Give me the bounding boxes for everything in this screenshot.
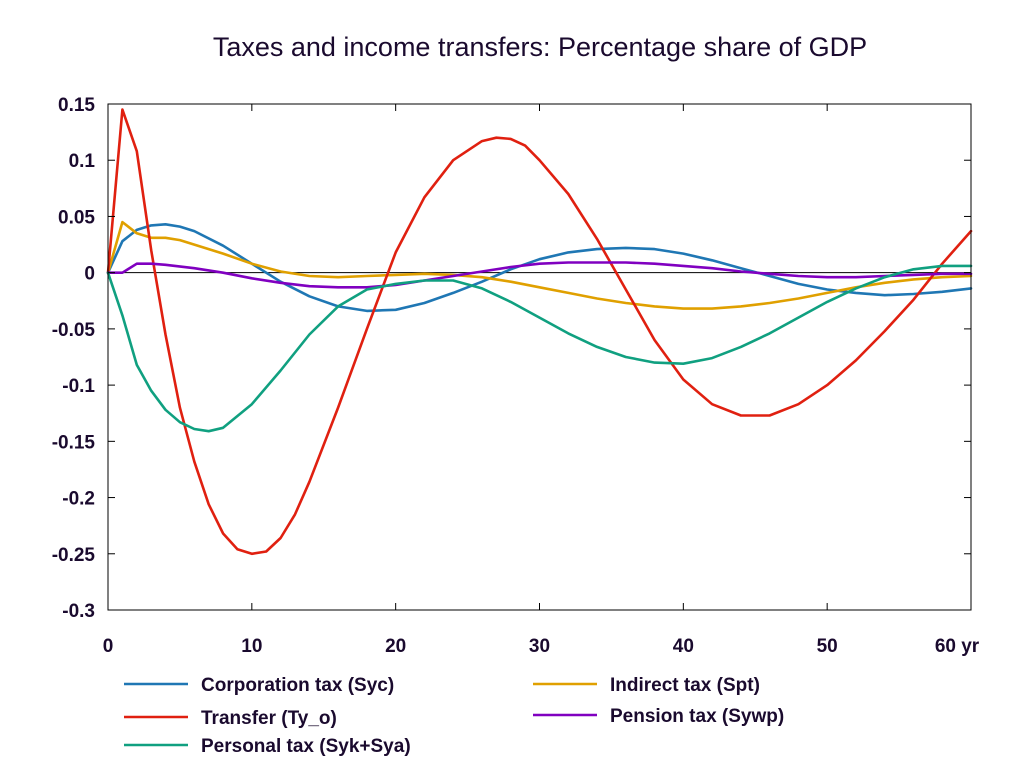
series-lines	[106, 108, 973, 556]
series-line-0	[106, 223, 973, 313]
x-axis: 0 10 20 30 40 50 60 yr	[103, 104, 980, 657]
x-tick-label: 0	[103, 636, 114, 657]
x-tick-label: 10	[241, 636, 262, 657]
x-tick-label: 30	[529, 636, 550, 657]
legend-item: Corporation tax (Syc)	[124, 675, 394, 696]
legend-item: Indirect tax (Spt)	[533, 675, 760, 696]
legend-label: Indirect tax (Spt)	[610, 675, 760, 696]
legend: Corporation tax (Syc) Indirect tax (Spt) T…	[124, 675, 784, 757]
legend-item: Pension tax (Sywp)	[533, 706, 784, 727]
y-tick-label: -0.05	[52, 320, 96, 341]
y-tick-label: 0	[84, 264, 95, 285]
y-tick-label: 0.15	[58, 95, 95, 116]
y-tick-label: -0.3	[62, 601, 95, 622]
plot-background	[108, 104, 971, 610]
legend-item: Transfer (Ty_o)	[124, 708, 337, 729]
y-tick-label: 0.1	[69, 151, 96, 172]
series-line-4	[106, 264, 973, 433]
legend-label: Corporation tax (Syc)	[201, 675, 394, 696]
legend-label: Personal tax (Syk+Sya)	[201, 736, 411, 757]
series-line-1	[106, 220, 973, 310]
series-line-3	[106, 261, 973, 289]
legend-label: Transfer (Ty_o)	[201, 708, 337, 729]
series-line-2	[106, 108, 973, 556]
y-tick-label: 0.05	[58, 207, 95, 228]
legend-item: Personal tax (Syk+Sya)	[124, 736, 411, 757]
legend-label: Pension tax (Sywp)	[610, 706, 784, 727]
x-tick-label: 50	[817, 636, 838, 657]
x-tick-label: 40	[673, 636, 694, 657]
chart-title: Taxes and income transfers: Percentage s…	[212, 32, 868, 62]
y-axis: 0.15 0.1 0.05 0 -0.05 -0.1 -0.15 -0.2 -0.25 -0.3	[52, 95, 971, 622]
x-tick-label: 60 yr	[935, 636, 980, 657]
y-tick-label: -0.25	[52, 545, 96, 566]
y-tick-label: -0.1	[62, 376, 95, 397]
y-tick-label: -0.15	[52, 432, 96, 453]
y-tick-label: -0.2	[62, 489, 95, 510]
plot-area	[108, 104, 971, 610]
x-tick-label: 20	[385, 636, 406, 657]
